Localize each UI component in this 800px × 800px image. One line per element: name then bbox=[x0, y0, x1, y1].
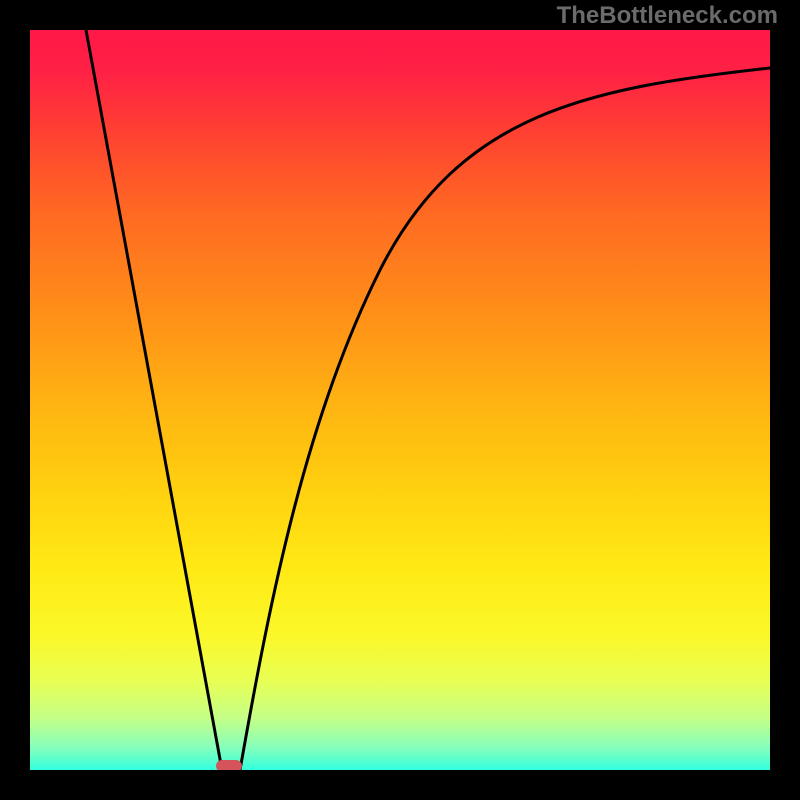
curve-right-branch bbox=[240, 68, 770, 770]
chart-container: TheBottleneck.com bbox=[0, 0, 800, 800]
curve-layer bbox=[30, 30, 770, 770]
valley-marker bbox=[216, 760, 242, 770]
curve-left-branch bbox=[86, 30, 222, 770]
watermark-text: TheBottleneck.com bbox=[557, 2, 778, 30]
plot-area bbox=[30, 30, 770, 770]
